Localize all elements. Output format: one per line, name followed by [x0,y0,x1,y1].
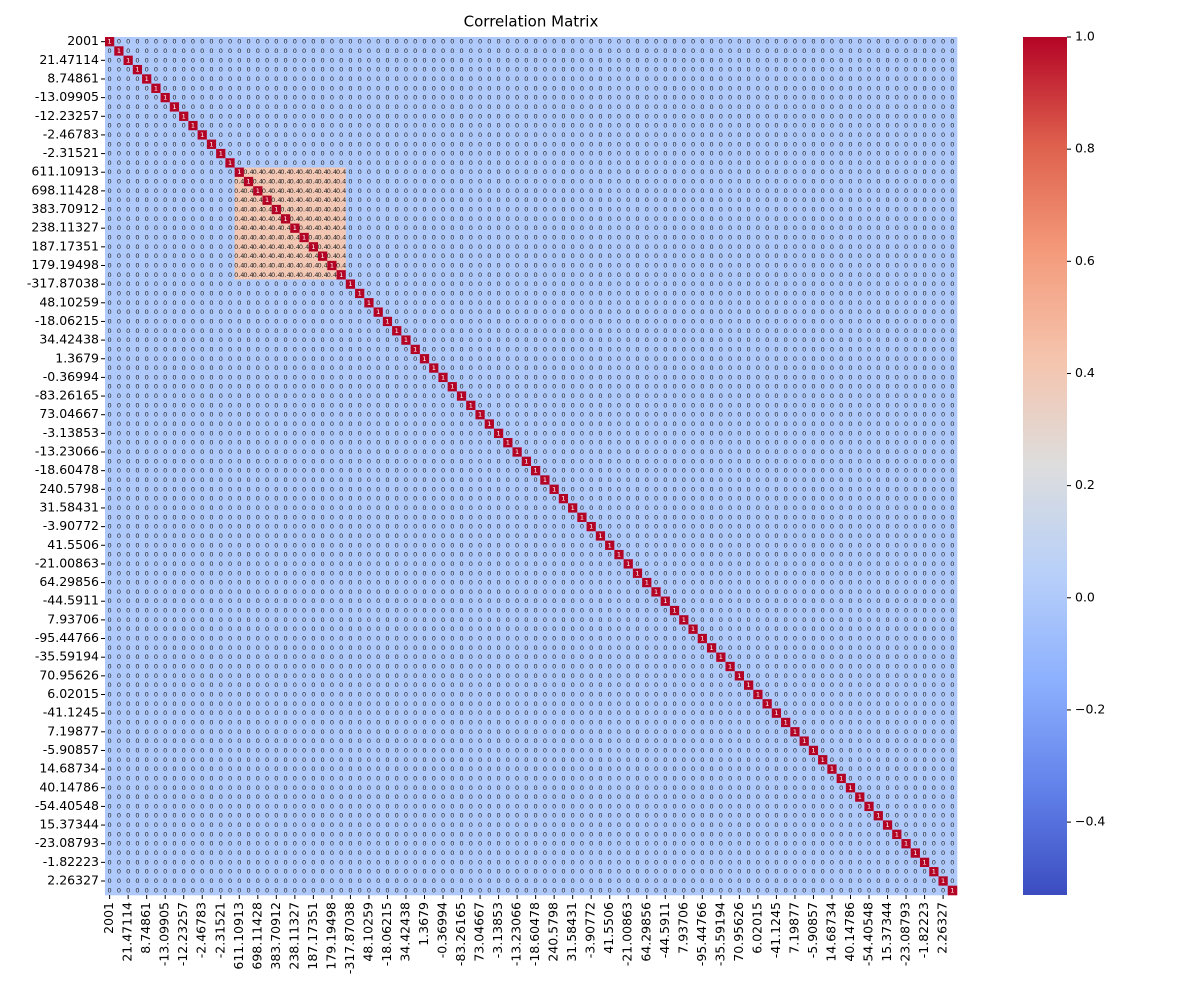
colorbar [1023,37,1067,895]
chart-title: Correlation Matrix [464,13,599,31]
